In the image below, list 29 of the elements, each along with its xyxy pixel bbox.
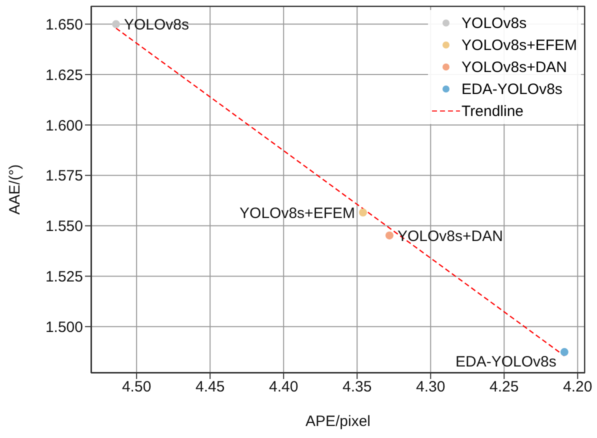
y-tick-label: 1.550	[45, 218, 83, 236]
legend-label: YOLOv8s+EFEM	[462, 36, 577, 54]
y-tick-label: 1.600	[45, 117, 83, 134]
x-axis-title: APE/pixel	[305, 413, 371, 430]
x-tick-label: 4.45	[195, 378, 225, 396]
y-tick-label: 1.650	[45, 16, 83, 34]
y-tick-label: 1.525	[45, 268, 83, 286]
point	[560, 348, 568, 356]
point	[112, 20, 120, 28]
annotation: YOLOv8s+EFEM	[240, 204, 355, 222]
y-tick-label: 1.625	[45, 66, 83, 84]
legend-label: YOLOv8s+DAN	[462, 58, 568, 76]
x-tick-label: 4.35	[342, 378, 372, 396]
annotation: YOLOv8s+DAN	[397, 228, 503, 245]
point	[385, 231, 394, 240]
x-tick-label: 4.40	[269, 378, 298, 396]
legend-label: YOLOv8s	[462, 14, 527, 32]
x-tick-label: 4.50	[122, 378, 152, 396]
y-tick-label: 1.575	[45, 168, 83, 185]
x-tick-label: 4.20	[563, 378, 592, 396]
legend-label: Trendline	[462, 102, 524, 120]
legend-label: EDA-YOLOv8s	[462, 80, 562, 98]
annotation: YOLOv8s	[124, 16, 190, 34]
annotation: EDA-YOLOv8s	[456, 353, 556, 370]
y-tick-label: 1.500	[45, 318, 83, 336]
x-tick-label: 4.30	[416, 378, 446, 396]
x-tick-label: 4.25	[490, 378, 519, 396]
y-axis-title: AAE/(°)	[6, 164, 24, 215]
point	[358, 208, 367, 216]
